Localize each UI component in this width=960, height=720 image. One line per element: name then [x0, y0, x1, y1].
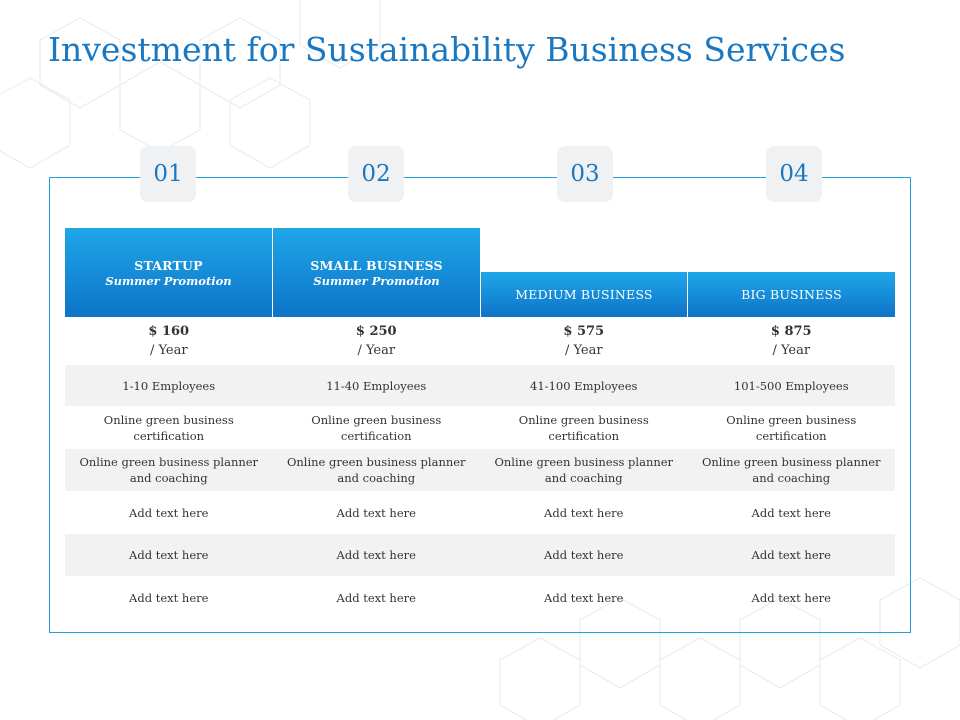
plan-header-big-business: BIG BUSINESS — [688, 272, 895, 317]
table-cell: Online green business certification — [688, 406, 896, 449]
cell-text: 101-500 Employees — [733, 378, 849, 393]
cell-text-line1: Online green business — [311, 412, 442, 427]
plan-name: SMALL BUSINESS — [310, 257, 443, 273]
plan-name: MEDIUM BUSINESS — [515, 287, 653, 302]
table-cell: Add text here — [688, 576, 896, 619]
table-frame — [49, 177, 911, 633]
cell-text-line1: Online green business — [103, 412, 234, 427]
table-cell: 11-40 Employees — [273, 365, 481, 406]
cell-text: Add text here — [544, 548, 624, 562]
step-number-01: 01 — [140, 146, 196, 202]
plan-header-startup: STARTUP Summer Promotion — [65, 228, 272, 317]
cell-text: Add text here — [751, 505, 831, 520]
table-cell: Online green business planner and coachin… — [273, 449, 481, 491]
price-cell: $ 875 / Year — [688, 318, 896, 364]
plan-header-medium-business: MEDIUM BUSINESS — [481, 272, 687, 317]
cell-text-line2: and coaching — [544, 471, 623, 485]
table-cell: Online green business planner and coachin… — [480, 449, 688, 491]
table-cell: 41-100 Employees — [480, 365, 688, 406]
cell-text: Add text here — [129, 590, 209, 605]
table-cell: Add text here — [480, 576, 688, 619]
table-row-certification: Online green business certification Onlin… — [65, 406, 895, 449]
cell-text-line1: Online green business planner — [79, 455, 259, 469]
table-row-employees: 1-10 Employees 11-40 Employees 41-100 Em… — [65, 365, 895, 406]
table-cell: Online green business planner and coachin… — [688, 449, 896, 491]
price-period: / Year — [564, 343, 603, 358]
table-row-placeholder: Add text here Add text here Add text her… — [65, 534, 895, 576]
table-cell: Online green business certification — [480, 406, 688, 449]
table-cell: Add text here — [480, 491, 688, 534]
price-cell: $ 250 / Year — [273, 318, 481, 364]
table-cell: Add text here — [273, 491, 481, 534]
table-cell: Online green business certification — [65, 406, 273, 449]
price-amount: $ 875 — [770, 324, 812, 339]
step-number-03: 03 — [557, 146, 613, 202]
price-period: / Year — [149, 343, 188, 358]
cell-text-line1: Online green business planner — [701, 455, 881, 469]
plan-name: STARTUP — [134, 257, 203, 273]
cell-text: Add text here — [751, 548, 831, 562]
cell-text: Add text here — [336, 505, 416, 520]
cell-text: Add text here — [336, 590, 416, 605]
table-cell: Add text here — [273, 576, 481, 619]
table-cell: Add text here — [688, 534, 896, 576]
cell-text: Add text here — [751, 590, 831, 605]
step-number-04: 04 — [766, 146, 822, 202]
price-amount: $ 160 — [148, 324, 190, 339]
cell-text: 11-40 Employees — [326, 378, 427, 393]
cell-text-line2: certification — [133, 428, 205, 443]
table-row-placeholder: Add text here Add text here Add text her… — [65, 576, 895, 619]
step-number-02: 02 — [348, 146, 404, 202]
cell-text-line2: and coaching — [337, 471, 416, 485]
table-cell: Online green business certification — [273, 406, 481, 449]
plan-promo: Summer Promotion — [105, 273, 232, 288]
price-period: / Year — [357, 343, 396, 358]
table-cell: Add text here — [65, 491, 273, 534]
price-cell: $ 160 / Year — [65, 318, 273, 364]
cell-text-line2: and coaching — [752, 471, 831, 485]
price-period: / Year — [772, 343, 811, 358]
price-amount: $ 250 — [355, 324, 397, 339]
price-amount: $ 575 — [563, 324, 605, 339]
cell-text-line1: Online green business planner — [494, 455, 674, 469]
price-cell: $ 575 / Year — [480, 318, 688, 364]
cell-text: 1-10 Employees — [122, 378, 216, 393]
table-cell: 1-10 Employees — [65, 365, 273, 406]
cell-text: Add text here — [129, 548, 209, 562]
cell-text: 41-100 Employees — [530, 378, 638, 393]
plan-promo: Summer Promotion — [313, 273, 440, 288]
cell-text: Add text here — [336, 548, 416, 562]
table-cell: Add text here — [688, 491, 896, 534]
cell-text: Add text here — [544, 590, 624, 605]
table-row-placeholder: Add text here Add text here Add text her… — [65, 491, 895, 534]
cell-text-line1: Online green business — [518, 412, 649, 427]
table-cell: Add text here — [273, 534, 481, 576]
price-row: $ 160 / Year $ 250 / Year $ 575 / Year $… — [65, 318, 895, 364]
cell-text-line2: and coaching — [129, 471, 208, 485]
table-row-coaching: Online green business planner and coachin… — [65, 449, 895, 491]
table-cell: 101-500 Employees — [688, 365, 896, 406]
table-cell: Add text here — [480, 534, 688, 576]
cell-text: Add text here — [544, 505, 624, 520]
table-cell: Online green business planner and coachin… — [65, 449, 273, 491]
cell-text-line1: Online green business planner — [286, 455, 466, 469]
plan-name: BIG BUSINESS — [741, 287, 842, 302]
plan-header-small-business: SMALL BUSINESS Summer Promotion — [273, 228, 480, 317]
cell-text-line1: Online green business — [726, 412, 857, 427]
cell-text-line2: certification — [755, 428, 827, 443]
cell-text: Add text here — [129, 505, 209, 520]
page-title: Investment for Sustainability Business S… — [48, 30, 846, 69]
table-cell: Add text here — [65, 576, 273, 619]
cell-text-line2: certification — [548, 428, 620, 443]
cell-text-line2: certification — [340, 428, 412, 443]
table-cell: Add text here — [65, 534, 273, 576]
